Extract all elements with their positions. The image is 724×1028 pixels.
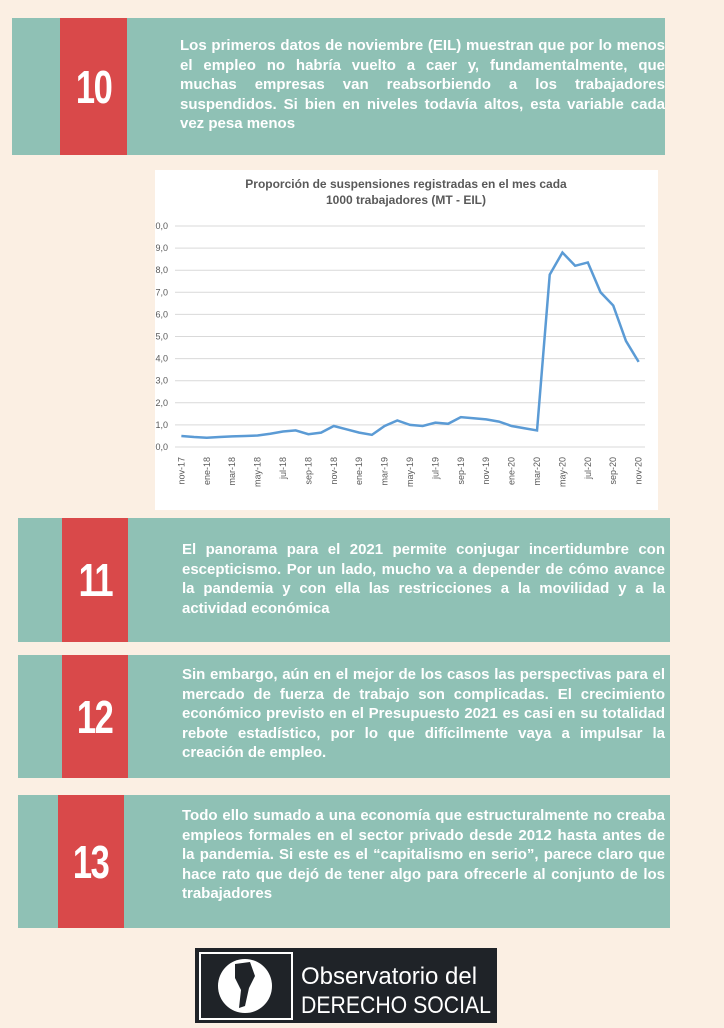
card-number-box: 11 xyxy=(62,518,128,642)
x-tick-label: mar-20 xyxy=(532,457,542,486)
y-tick-label: 5,0 xyxy=(155,332,168,342)
card-number-box: 12 xyxy=(62,655,128,778)
x-tick-label: nov-18 xyxy=(329,457,339,485)
chart-title: Proporción de suspensiones registradas e… xyxy=(245,177,567,207)
card-number: 13 xyxy=(73,835,110,888)
y-tick-label: 2,0 xyxy=(155,398,168,408)
x-tick-label: mar-19 xyxy=(380,457,390,486)
y-tick-label: 8,0 xyxy=(155,265,168,275)
card: 13 Todo ello sumado a una economía que es… xyxy=(18,795,670,928)
x-tick-label: may-20 xyxy=(557,457,567,487)
card: 12 Sin embargo, aún en el mejor de los ca… xyxy=(18,655,670,778)
y-tick-label: 7,0 xyxy=(155,287,168,297)
x-tick-label: ene-19 xyxy=(354,457,364,485)
footer-logo: Observatorio del DERECHO SOCIAL xyxy=(195,948,497,1023)
y-tick-label: 3,0 xyxy=(155,376,168,386)
card-number-box: 10 xyxy=(60,18,127,155)
logo: Observatorio del DERECHO SOCIAL xyxy=(199,952,491,1020)
y-tick-label: 6,0 xyxy=(155,309,168,319)
y-tick-label: 9,0 xyxy=(155,243,168,253)
x-tick-label: mar-18 xyxy=(227,457,237,486)
footer-line1: Observatorio del xyxy=(301,963,477,990)
card-text: Todo ello sumado a una economía que estr… xyxy=(182,807,665,902)
logo-map xyxy=(235,962,255,1008)
chart-box: Proporción de suspensiones registradas e… xyxy=(150,170,658,510)
x-tick-label: nov-19 xyxy=(481,457,491,485)
x-tick-label: jul-19 xyxy=(430,457,440,480)
x-tick-label: sep-18 xyxy=(303,457,313,485)
card-text: Sin embargo, aún en el mejor de los caso… xyxy=(182,666,665,761)
card-number: 10 xyxy=(75,60,113,113)
data-line xyxy=(181,250,640,439)
logo-frame xyxy=(199,952,293,1020)
x-tick-label: sep-20 xyxy=(608,457,618,485)
card-text: Los primeros datos de noviembre (EIL) mu… xyxy=(180,37,665,132)
x-tick-label: ene-20 xyxy=(507,457,517,485)
card: 10 Los primeros datos de noviembre (EIL) … xyxy=(12,18,665,155)
chart: Proporción de suspensiones registradas e… xyxy=(150,177,645,487)
x-tick-label: nov-17 xyxy=(176,457,186,485)
card-text: El panorama para el 2021 permite conjuga… xyxy=(182,541,665,617)
x-tick-label: nov-20 xyxy=(634,457,644,485)
x-tick-label: jul-18 xyxy=(278,457,288,480)
card-number-box: 13 xyxy=(58,795,124,928)
card-number: 12 xyxy=(77,690,114,743)
y-tick-label: 4,0 xyxy=(155,354,168,364)
card: 11 El panorama para el 2021 permite conju… xyxy=(18,518,670,642)
x-tick-label: ene-18 xyxy=(202,457,212,485)
x-tick-label: may-18 xyxy=(253,457,263,487)
y-tick-label: 0,0 xyxy=(155,442,168,452)
footer-line2: DERECHO SOCIAL xyxy=(301,992,491,1019)
card-number: 11 xyxy=(78,554,113,606)
y-tick-label: 1,0 xyxy=(155,420,168,430)
y-tick-label: 10,0 xyxy=(155,221,168,231)
x-tick-label: sep-19 xyxy=(456,457,466,485)
x-tick-label: jul-20 xyxy=(583,457,593,480)
x-tick-label: may-19 xyxy=(405,457,415,487)
